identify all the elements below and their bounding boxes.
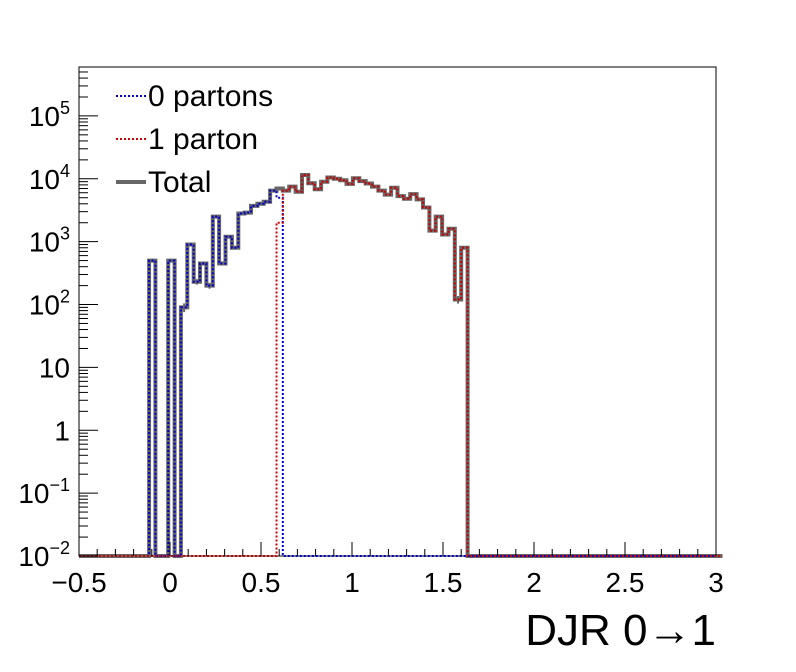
x-tick-label: −0.5 xyxy=(51,567,106,598)
y-tick-label: 103 xyxy=(29,224,70,258)
legend-label: Total xyxy=(148,166,211,199)
x-tick-label: 1.5 xyxy=(424,567,463,598)
x-tick-label: 3 xyxy=(708,567,724,598)
x-tick-label: 1 xyxy=(344,567,360,598)
x-axis-label: DJR 0→1 xyxy=(525,606,716,655)
histogram-series-group xyxy=(79,173,723,558)
y-tick-label: 1 xyxy=(54,415,70,446)
y-tick-label: 10 xyxy=(39,352,70,383)
plot-frame xyxy=(78,66,717,557)
legend: 0 partons 1 parton Total xyxy=(116,80,273,199)
legend-label: 1 parton xyxy=(148,123,258,156)
axes-group: −0.5 0 0.5 1 1.5 2 2.5 3 10−2 10−1 1 10 102 103 104 105 xyxy=(18,66,724,598)
series-line-0-partons xyxy=(79,189,716,557)
y-tick-label: 10−1 xyxy=(18,475,70,509)
x-tick-label: 0 xyxy=(162,567,178,598)
y-tick-label: 102 xyxy=(29,287,70,321)
y-tick-label: 10−2 xyxy=(18,538,70,572)
x-tick-label: 2.5 xyxy=(606,567,645,598)
y-tick-label: 104 xyxy=(29,161,70,195)
series-line-1-parton xyxy=(79,174,723,557)
x-tick-label: 0.5 xyxy=(242,567,281,598)
legend-label: 0 partons xyxy=(148,80,273,113)
y-tick-label: 105 xyxy=(29,98,70,132)
x-tick-label: 2 xyxy=(526,567,542,598)
